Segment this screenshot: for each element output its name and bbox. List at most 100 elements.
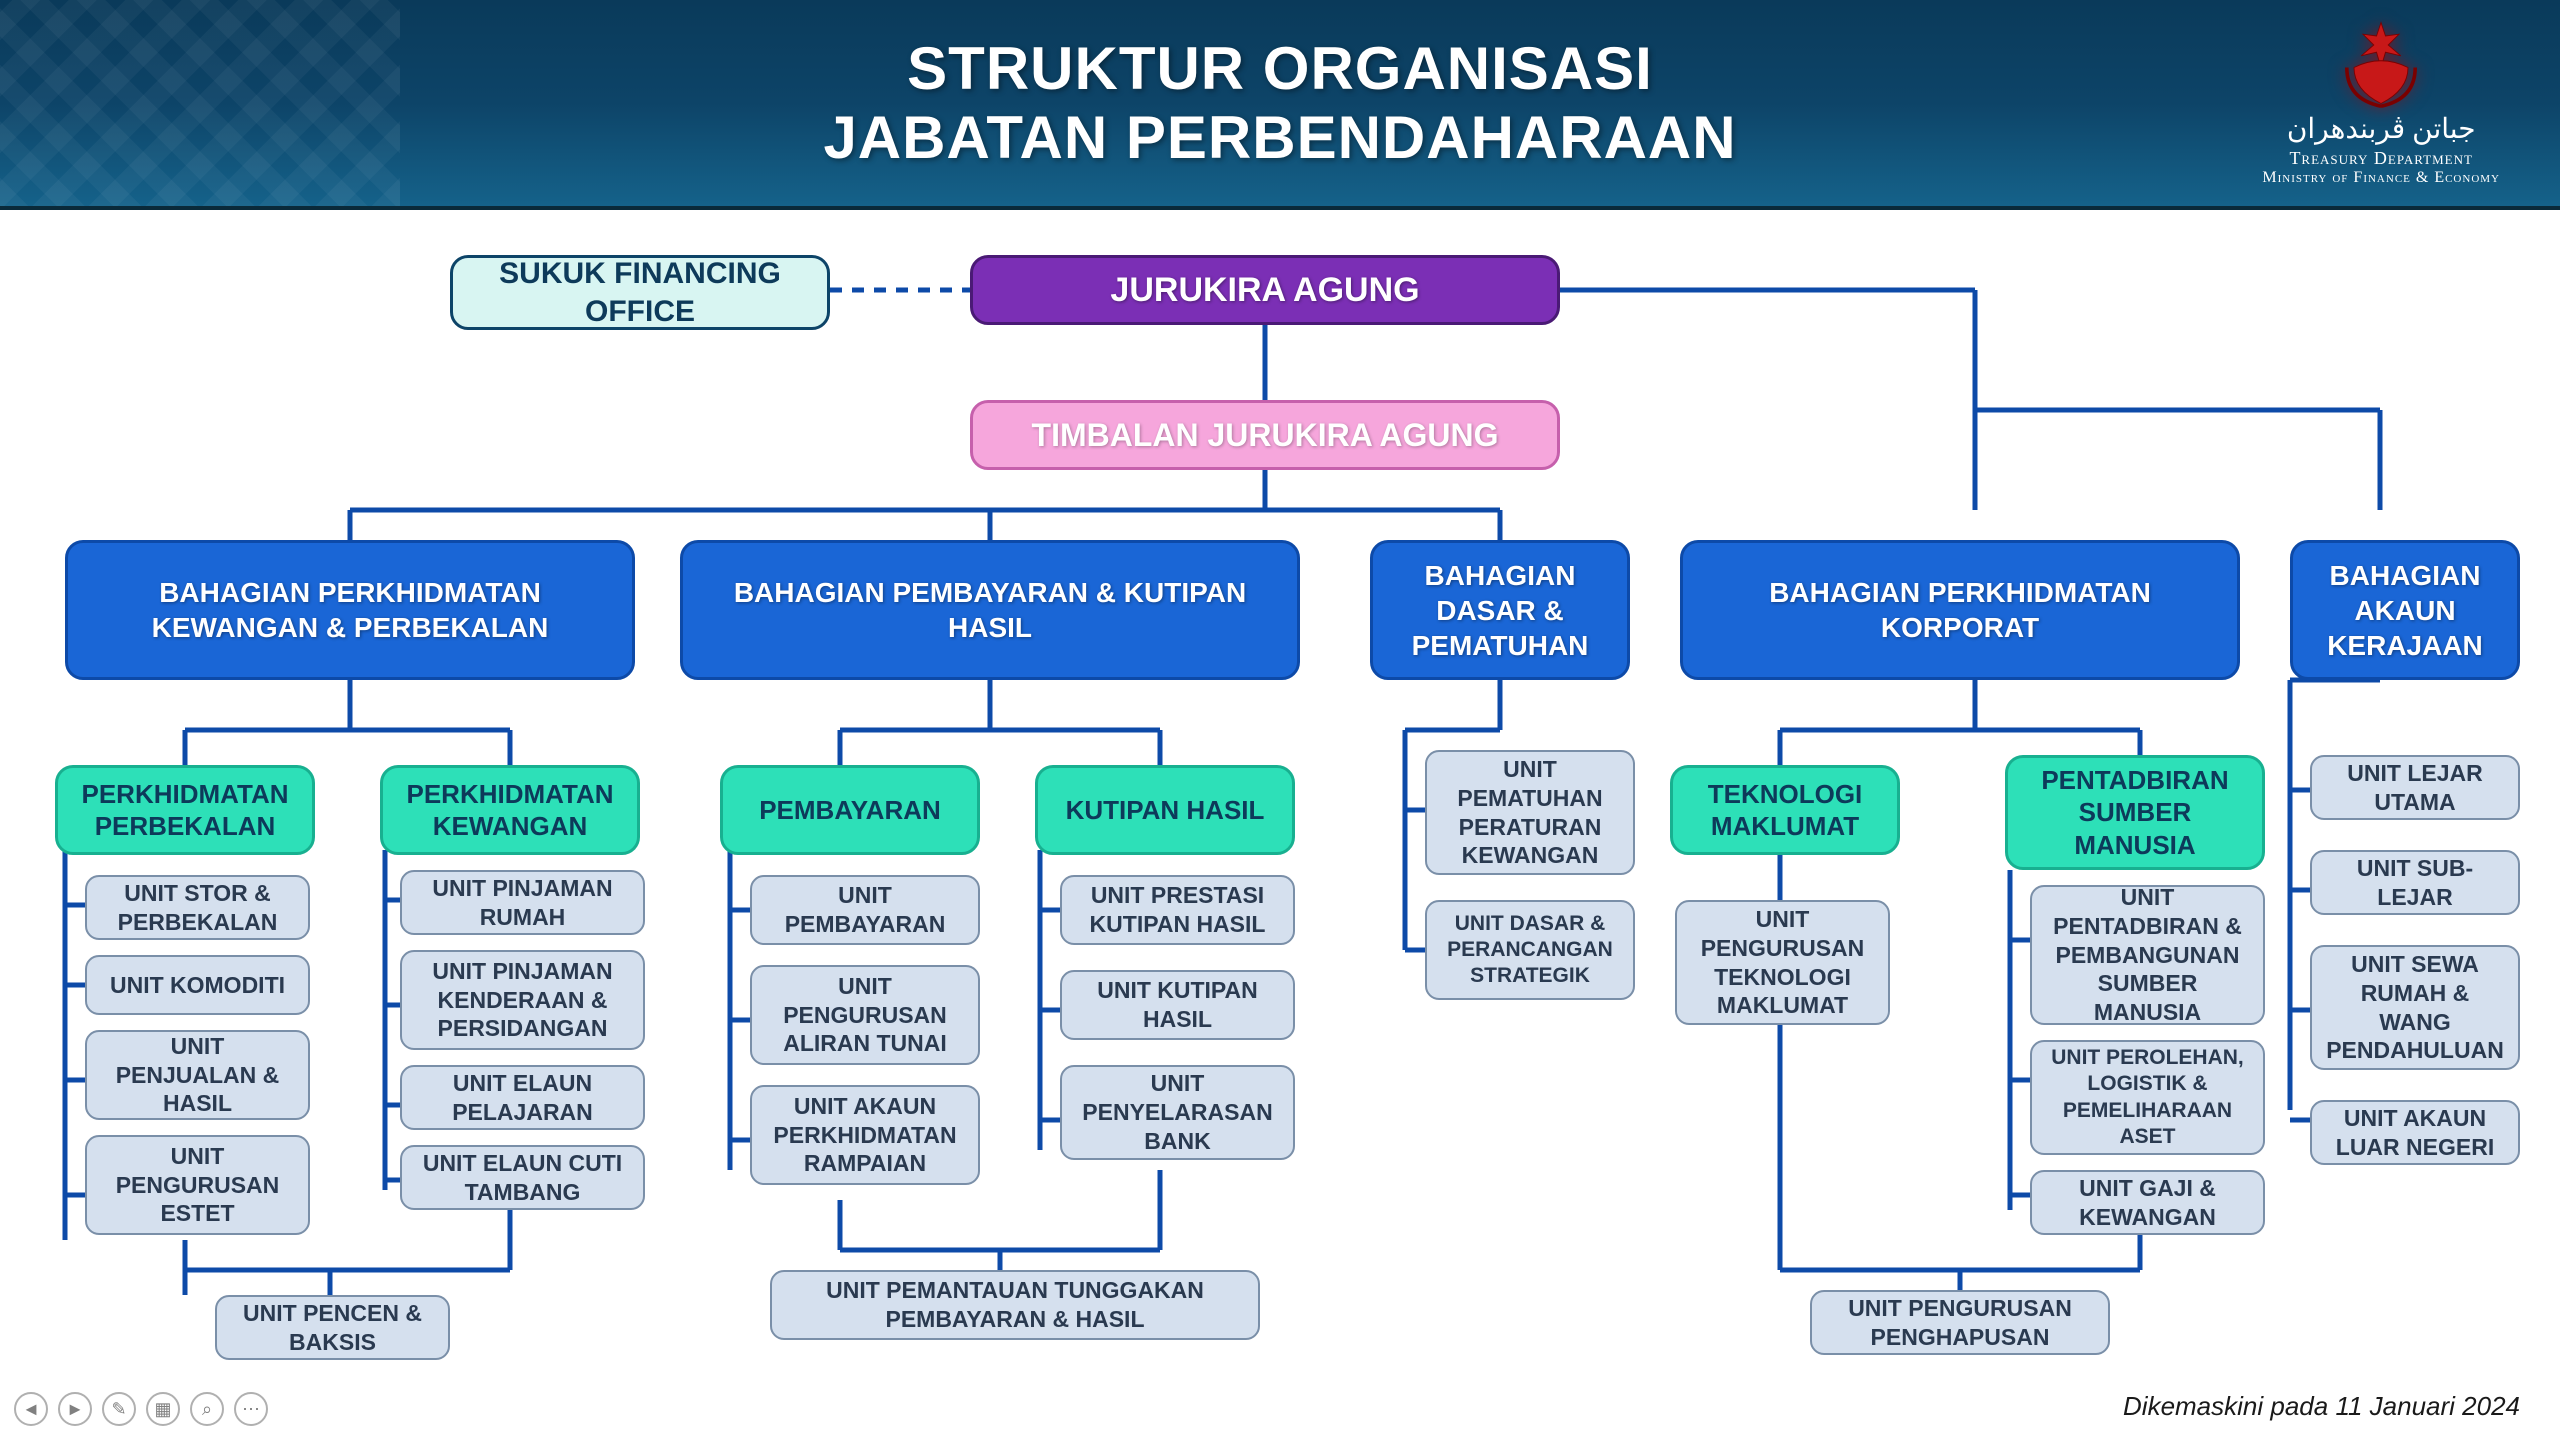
unit-akaun-rampaian: UNIT AKAUN PERKHIDMATAN RAMPAIAN [750,1085,980,1185]
footer-updated: Dikemaskini pada 11 Januari 2024 [2123,1391,2520,1422]
label: PEMBAYARAN [759,794,941,827]
crest-icon [2336,18,2426,108]
label: PENTADBIRAN SUMBER MANUSIA [2022,764,2248,862]
node-sec-teknologi: TEKNOLOGI MAKLUMAT [1670,765,1900,855]
unit-pemantauan-tunggakan: UNIT PEMANTAUAN TUNGGAKAN PEMBAYARAN & H… [770,1270,1260,1340]
unit-sub-lejar: UNIT SUB-LEJAR [2310,850,2520,915]
unit-pentadbiran-sm: UNIT PENTADBIRAN & PEMBANGUNAN SUMBER MA… [2030,885,2265,1025]
label: BAHAGIAN DASAR & PEMATUHAN [1387,558,1613,663]
label: UNIT PEMANTAUAN TUNGGAKAN PEMBAYARAN & H… [786,1276,1244,1334]
unit-pengurusan-penghapusan: UNIT PENGURUSAN PENGHAPUSAN [1810,1290,2110,1355]
label: UNIT GAJI & KEWANGAN [2046,1174,2249,1232]
label: UNIT PENGURUSAN ALIRAN TUNAI [766,972,964,1058]
unit-pencen-baksis: UNIT PENCEN & BAKSIS [215,1295,450,1360]
label: UNIT PENJUALAN & HASIL [101,1032,294,1118]
unit-pembayaran: UNIT PEMBAYARAN [750,875,980,945]
label: TIMBALAN JURUKIRA AGUNG [1032,415,1499,455]
label: UNIT KUTIPAN HASIL [1076,976,1279,1034]
label: UNIT LEJAR UTAMA [2326,759,2504,817]
label: UNIT SUB-LEJAR [2326,854,2504,912]
unit-sewa-rumah: UNIT SEWA RUMAH & WANG PENDAHULUAN [2310,945,2520,1070]
node-div-akaun-kerajaan: BAHAGIAN AKAUN KERAJAAN [2290,540,2520,680]
node-timbalan: TIMBALAN JURUKIRA AGUNG [970,400,1560,470]
unit-penyelarasan-bank: UNIT PENYELARASAN BANK [1060,1065,1295,1160]
unit-pengurusan-teknologi: UNIT PENGURUSAN TEKNOLOGI MAKLUMAT [1675,900,1890,1025]
label: UNIT PEROLEHAN, LOGISTIK & PEMELIHARAAN … [2046,1045,2249,1150]
node-div-perkhidmatan-korporat: BAHAGIAN PERKHIDMATAN KORPORAT [1680,540,2240,680]
label: JURUKIRA AGUNG [1110,269,1419,312]
unit-perolehan-logistik: UNIT PEROLEHAN, LOGISTIK & PEMELIHARAAN … [2030,1040,2265,1155]
logo-en-1: Treasury Department [2289,148,2472,169]
node-sukuk: SUKUK FINANCING OFFICE [450,255,830,330]
label: UNIT PEMBAYARAN [766,881,964,939]
label: UNIT PINJAMAN KENDERAAN & PERSIDANGAN [416,957,629,1043]
label: TEKNOLOGI MAKLUMAT [1687,778,1883,843]
node-sec-pembayaran: PEMBAYARAN [720,765,980,855]
node-sec-kutipan: KUTIPAN HASIL [1035,765,1295,855]
label: UNIT KOMODITI [110,971,285,1000]
unit-gaji-kewangan: UNIT GAJI & KEWANGAN [2030,1170,2265,1235]
label: UNIT SEWA RUMAH & WANG PENDAHULUAN [2326,950,2504,1065]
node-div-dasar-pematuhan: BAHAGIAN DASAR & PEMATUHAN [1370,540,1630,680]
label: UNIT AKAUN PERKHIDMATAN RAMPAIAN [766,1092,964,1178]
unit-elaun-cuti: UNIT ELAUN CUTI TAMBANG [400,1145,645,1210]
label: BAHAGIAN PERKHIDMATAN KEWANGAN & PERBEKA… [82,575,618,645]
node-sec-psm: PENTADBIRAN SUMBER MANUSIA [2005,755,2265,870]
unit-prestasi-kutipan: UNIT PRESTASI KUTIPAN HASIL [1060,875,1295,945]
view-all-button[interactable]: ▦ [146,1392,180,1426]
label: UNIT PENGURUSAN PENGHAPUSAN [1826,1294,2094,1352]
label: UNIT PEMATUHAN PERATURAN KEWANGAN [1441,755,1619,870]
label: UNIT ELAUN PELAJARAN [416,1069,629,1127]
label: UNIT STOR & PERBEKALAN [101,879,294,937]
node-jurukira-agung: JURUKIRA AGUNG [970,255,1560,325]
node-sec-perbekalan: PERKHIDMATAN PERBEKALAN [55,765,315,855]
label: PERKHIDMATAN KEWANGAN [397,778,623,843]
node-div-kewangan-perbekalan: BAHAGIAN PERKHIDMATAN KEWANGAN & PERBEKA… [65,540,635,680]
zoom-button[interactable]: ⌕ [190,1392,224,1426]
label: BAHAGIAN PERKHIDMATAN KORPORAT [1697,575,2223,645]
label: UNIT PENYELARASAN BANK [1076,1069,1279,1155]
label: UNIT PENGURUSAN ESTET [101,1142,294,1228]
logo-en-2: Ministry of Finance & Economy [2262,169,2500,187]
label: UNIT DASAR & PERANCANGAN STRATEGIK [1441,911,1619,990]
label: UNIT PINJAMAN RUMAH [416,874,629,932]
label: PERKHIDMATAN PERBEKALAN [72,778,298,843]
title-block: STRUKTUR ORGANISASI JABATAN PERBENDAHARA… [823,34,1736,172]
unit-pinjaman-kenderaan: UNIT PINJAMAN KENDERAAN & PERSIDANGAN [400,950,645,1050]
label: UNIT PENCEN & BAKSIS [231,1299,434,1357]
label: UNIT ELAUN CUTI TAMBANG [416,1149,629,1207]
page-header: STRUKTUR ORGANISASI JABATAN PERBENDAHARA… [0,0,2560,210]
label: SUKUK FINANCING OFFICE [467,255,813,330]
label: UNIT PENGURUSAN TEKNOLOGI MAKLUMAT [1691,905,1874,1020]
title-line-2: JABATAN PERBENDAHARAAN [823,103,1736,172]
logo-block: جباتن ڤربندهران Treasury Department Mini… [2262,18,2500,187]
label: UNIT PENTADBIRAN & PEMBANGUNAN SUMBER MA… [2046,883,2249,1027]
title-line-1: STRUKTUR ORGANISASI [823,34,1736,103]
logo-arabic: جباتن ڤربندهران [2287,112,2476,146]
unit-pematuhan-peraturan: UNIT PEMATUHAN PERATURAN KEWANGAN [1425,750,1635,875]
label: UNIT AKAUN LUAR NEGERI [2326,1104,2504,1162]
unit-elaun-pelajaran: UNIT ELAUN PELAJARAN [400,1065,645,1130]
unit-komoditi: UNIT KOMODITI [85,955,310,1015]
label: KUTIPAN HASIL [1066,794,1265,827]
org-chart-canvas: SUKUK FINANCING OFFICE JURUKIRA AGUNG TI… [0,210,2560,1440]
prev-slide-button[interactable]: ◄ [14,1392,48,1426]
label: BAHAGIAN PEMBAYARAN & KUTIPAN HASIL [697,575,1283,645]
slide-controls: ◄ ► ✎ ▦ ⌕ ⋯ [14,1392,268,1426]
unit-stor-perbekalan: UNIT STOR & PERBEKALAN [85,875,310,940]
label: BAHAGIAN AKAUN KERAJAAN [2307,558,2503,663]
label: UNIT PRESTASI KUTIPAN HASIL [1076,881,1279,939]
unit-dasar-perancangan: UNIT DASAR & PERANCANGAN STRATEGIK [1425,900,1635,1000]
unit-pengurusan-estet: UNIT PENGURUSAN ESTET [85,1135,310,1235]
pen-button[interactable]: ✎ [102,1392,136,1426]
unit-penjualan-hasil: UNIT PENJUALAN & HASIL [85,1030,310,1120]
node-sec-kewangan: PERKHIDMATAN KEWANGAN [380,765,640,855]
unit-lejar-utama: UNIT LEJAR UTAMA [2310,755,2520,820]
more-button[interactable]: ⋯ [234,1392,268,1426]
unit-kutipan-hasil: UNIT KUTIPAN HASIL [1060,970,1295,1040]
unit-akaun-luar-negeri: UNIT AKAUN LUAR NEGERI [2310,1100,2520,1165]
node-div-pembayaran-kutipan: BAHAGIAN PEMBAYARAN & KUTIPAN HASIL [680,540,1300,680]
next-slide-button[interactable]: ► [58,1392,92,1426]
unit-pinjaman-rumah: UNIT PINJAMAN RUMAH [400,870,645,935]
unit-aliran-tunai: UNIT PENGURUSAN ALIRAN TUNAI [750,965,980,1065]
